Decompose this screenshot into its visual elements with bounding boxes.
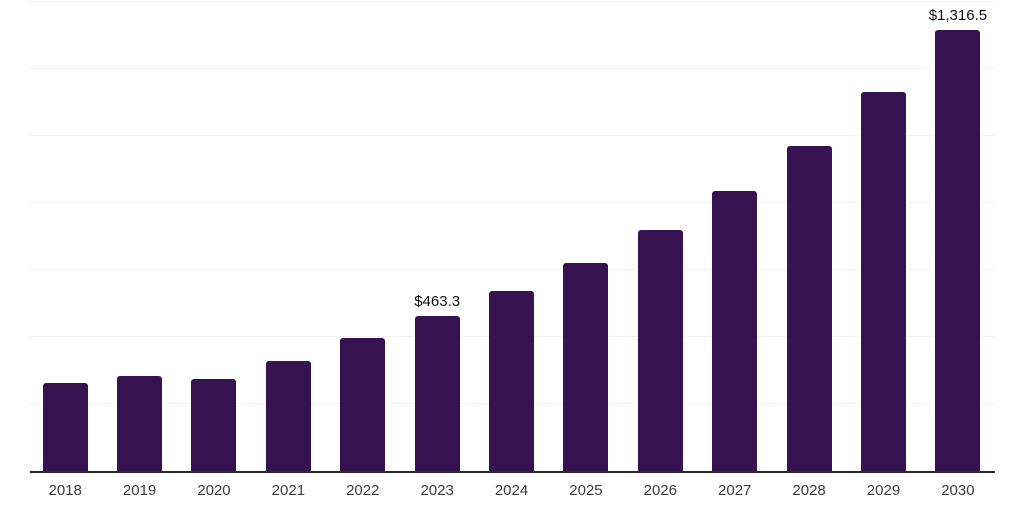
bar-column-2030: $1,316.5 (921, 2, 995, 471)
plot-area: $463.3 $1,316.5 (28, 1, 995, 473)
bar-column-2020 (177, 2, 251, 471)
data-label-2023: $463.3 (414, 292, 461, 310)
gridline-1200 (28, 68, 995, 69)
bar-column-2024 (474, 2, 548, 471)
x-tick-2027: 2027 (718, 482, 752, 499)
bar-2019 (117, 375, 163, 471)
x-tick-2020: 2020 (197, 482, 231, 499)
x-tick-2018: 2018 (48, 482, 82, 499)
bar-2026 (637, 230, 683, 471)
x-tick-2030: 2030 (941, 482, 975, 499)
bar-column-2019 (102, 2, 176, 471)
bar-column-2021 (251, 2, 325, 471)
data-label-2030: $1,316.5 (928, 6, 988, 24)
bar-2024 (489, 290, 535, 471)
x-tick-2028: 2028 (792, 482, 826, 499)
bar-2030 (935, 29, 981, 471)
bar-column-2022 (326, 2, 400, 471)
bar-column-2018 (28, 2, 102, 471)
bar-column-2028 (772, 2, 846, 471)
bars: $463.3 $1,316.5 (28, 2, 995, 471)
bar-2028 (786, 146, 832, 471)
x-tick-2026: 2026 (643, 482, 677, 499)
bar-2023 (414, 315, 460, 471)
bar-column-2026 (623, 2, 697, 471)
bar-2025 (563, 262, 609, 471)
bar-column-2025 (549, 2, 623, 471)
x-tick-2024: 2024 (494, 482, 529, 499)
bar-column-2023: $463.3 (400, 2, 474, 471)
x-axis-labels: 2018 2019 2020 2021 2022 2023 2024 2025 2026 2027… (28, 482, 995, 499)
bar-column-2029 (846, 2, 920, 471)
gridline-1400 (28, 1, 995, 2)
bar-2021 (265, 360, 311, 471)
x-tick-2023: 2023 (420, 482, 454, 499)
bar-2027 (712, 190, 758, 471)
gridline-1000 (28, 135, 995, 136)
bar-2029 (860, 92, 906, 471)
bar-2022 (340, 337, 386, 471)
bar-2020 (191, 379, 237, 471)
x-tick-2019: 2019 (122, 482, 157, 499)
x-tick-2022: 2022 (346, 482, 380, 499)
gridline-800 (28, 202, 995, 203)
x-tick-2029: 2029 (866, 482, 901, 499)
gridline-600 (28, 269, 995, 270)
x-tick-2025: 2025 (569, 482, 603, 499)
bar-2018 (42, 382, 88, 471)
x-axis-line (30, 471, 995, 473)
bar-column-2027 (698, 2, 772, 471)
x-tick-2021: 2021 (271, 482, 306, 499)
